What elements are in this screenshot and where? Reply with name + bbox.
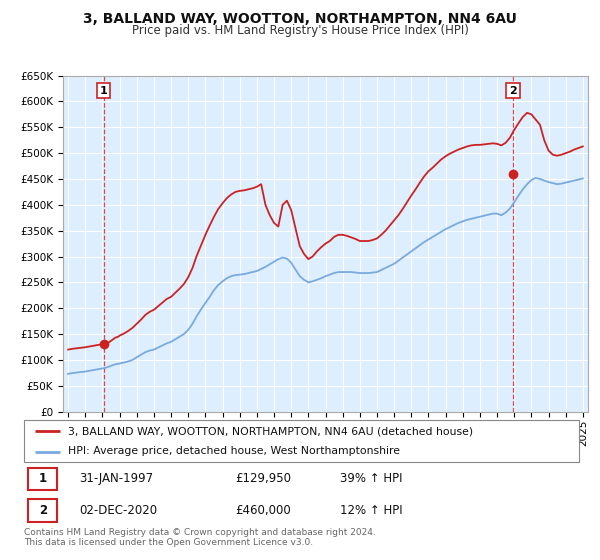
- FancyBboxPatch shape: [28, 468, 58, 490]
- FancyBboxPatch shape: [28, 500, 58, 522]
- Text: 3, BALLAND WAY, WOOTTON, NORTHAMPTON, NN4 6AU: 3, BALLAND WAY, WOOTTON, NORTHAMPTON, NN…: [83, 12, 517, 26]
- Text: 1: 1: [39, 473, 47, 486]
- Text: 2: 2: [509, 86, 517, 96]
- Text: Contains HM Land Registry data © Crown copyright and database right 2024.
This d: Contains HM Land Registry data © Crown c…: [24, 528, 376, 547]
- Text: £129,950: £129,950: [235, 473, 291, 486]
- Text: 2: 2: [39, 504, 47, 517]
- Text: 31-JAN-1997: 31-JAN-1997: [79, 473, 154, 486]
- Text: Price paid vs. HM Land Registry's House Price Index (HPI): Price paid vs. HM Land Registry's House …: [131, 24, 469, 36]
- Text: 02-DEC-2020: 02-DEC-2020: [79, 504, 158, 517]
- Text: HPI: Average price, detached house, West Northamptonshire: HPI: Average price, detached house, West…: [68, 446, 400, 456]
- Text: 3, BALLAND WAY, WOOTTON, NORTHAMPTON, NN4 6AU (detached house): 3, BALLAND WAY, WOOTTON, NORTHAMPTON, NN…: [68, 426, 473, 436]
- FancyBboxPatch shape: [24, 420, 579, 462]
- Text: 12% ↑ HPI: 12% ↑ HPI: [340, 504, 403, 517]
- Text: £460,000: £460,000: [235, 504, 290, 517]
- Text: 1: 1: [100, 86, 108, 96]
- Text: 39% ↑ HPI: 39% ↑ HPI: [340, 473, 403, 486]
